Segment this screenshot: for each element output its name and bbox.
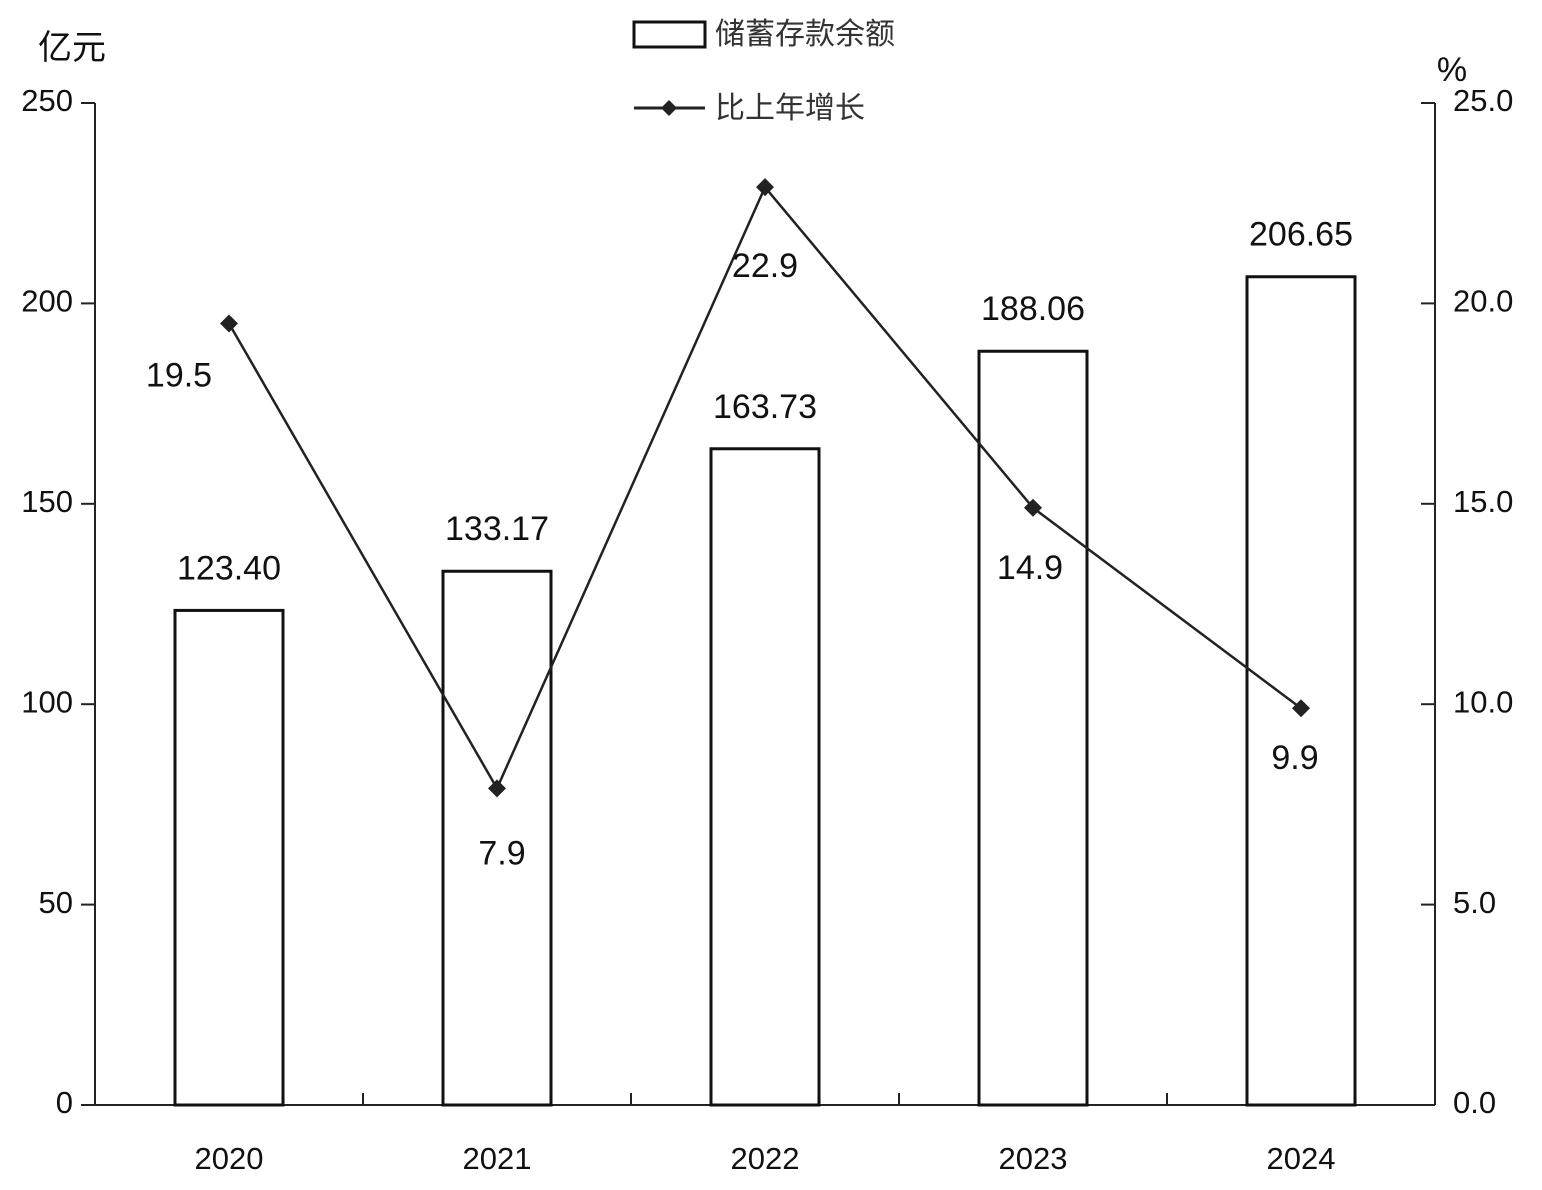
y2-tick-label: 0.0 (1453, 1085, 1496, 1120)
line-value-label: 22.9 (732, 247, 798, 285)
x-tick-label: 2023 (999, 1141, 1068, 1176)
y-tick-label: 100 (21, 684, 73, 719)
x-tick-label: 2020 (195, 1141, 264, 1176)
x-tick-label: 2024 (1267, 1141, 1336, 1176)
y-tick-label: 150 (21, 484, 73, 519)
line-marker (1024, 498, 1042, 517)
y2-tick-label: 15.0 (1453, 484, 1513, 519)
bar-value-label: 188.06 (981, 290, 1085, 328)
bar (709, 447, 821, 1107)
y2-tick-label: 10.0 (1453, 684, 1513, 719)
line-marker (220, 314, 238, 333)
y-tick-label: 200 (21, 284, 73, 319)
y-tick-label: 50 (39, 885, 73, 920)
bar-value-label: 163.73 (713, 388, 817, 426)
bar-value-label: 123.40 (177, 549, 281, 587)
bar (1245, 275, 1357, 1107)
legend-label: 储蓄存款余额 (715, 18, 895, 51)
y-axis-label: 亿元 (38, 29, 106, 67)
y2-tick-label: 20.0 (1453, 284, 1513, 319)
bar (977, 349, 1089, 1107)
line-value-label: 14.9 (997, 549, 1063, 587)
line-value-label: 7.9 (478, 834, 525, 872)
bar-value-label: 206.65 (1249, 216, 1353, 254)
line-value-label: 9.9 (1271, 739, 1318, 777)
bar-value-label: 133.17 (445, 510, 549, 548)
line-marker (756, 178, 774, 197)
bar (173, 608, 285, 1107)
legend-label: 比上年增长 (715, 92, 865, 125)
y2-tick-label: 5.0 (1453, 885, 1496, 920)
y-tick-label: 0 (56, 1085, 73, 1120)
line-marker (488, 779, 506, 798)
line-marker (1292, 699, 1310, 718)
legend-marker (661, 100, 677, 116)
x-tick-label: 2021 (463, 1141, 532, 1176)
y2-axis-label: % (1437, 51, 1467, 89)
bar (441, 569, 553, 1107)
legend-bar-swatch (632, 20, 707, 49)
y-tick-label: 250 (21, 83, 73, 118)
line-value-label: 19.5 (146, 356, 212, 394)
x-tick-label: 2022 (731, 1141, 800, 1176)
y2-tick-label: 25.0 (1453, 83, 1513, 118)
